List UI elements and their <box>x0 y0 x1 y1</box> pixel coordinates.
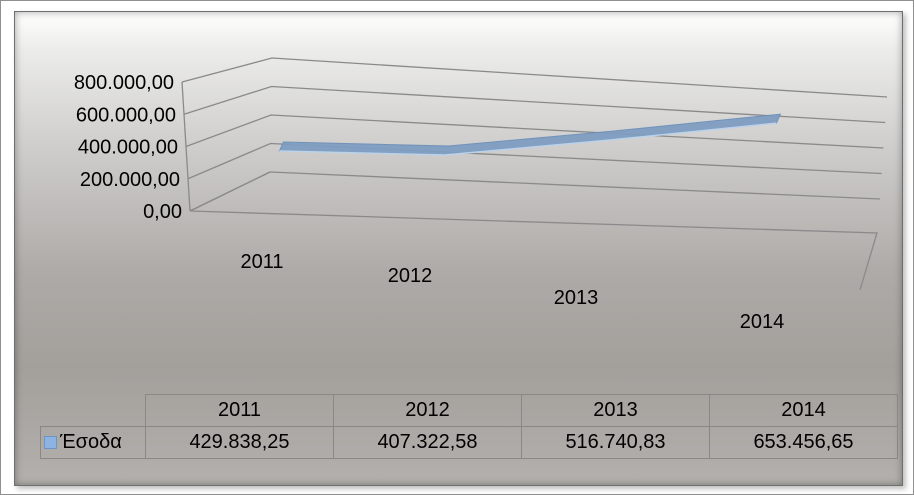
gridline <box>181 57 888 98</box>
legend-series-name: Έσοδα <box>60 431 122 453</box>
gridline <box>189 171 881 212</box>
data-table-header: 2012 <box>333 394 522 427</box>
gridlines <box>181 57 888 291</box>
y-tick-label: 600.000,00 <box>76 104 176 126</box>
data-table-value: 429.838,25 <box>145 426 334 459</box>
gridline <box>187 142 882 180</box>
gridline <box>183 85 886 124</box>
series-ribbon <box>278 113 782 156</box>
data-table-header: 2011 <box>145 394 334 427</box>
x-category-label: 2013 <box>554 287 599 309</box>
data-table-series-row: Έσοδα 429.838,25 407.322,58 516.740,83 6… <box>40 426 898 459</box>
gridline <box>185 114 884 149</box>
data-table-header: 2013 <box>521 394 710 427</box>
data-table-header-row: 2011 2012 2013 2014 <box>40 394 898 427</box>
y-axis-tick-labels: 0,00 200.000,00 400.000,00 600.000,00 800.00… <box>74 72 182 223</box>
y-tick-label: 0,00 <box>143 201 182 223</box>
floor-edge <box>189 210 878 291</box>
data-table-value: 653.456,65 <box>709 426 898 459</box>
data-table-header: 2014 <box>709 394 898 427</box>
y-tick-label: 400.000,00 <box>78 137 178 159</box>
data-table-value: 516.740,83 <box>521 426 710 459</box>
x-axis-category-labels: 2011 2012 2013 2014 <box>240 251 784 333</box>
y-tick-label: 800.000,00 <box>74 72 174 94</box>
data-table-value: 407.322,58 <box>333 426 522 459</box>
x-category-label: 2014 <box>740 311 785 333</box>
data-table: 2011 2012 2013 2014 Έσοδα 429.838,25 407… <box>40 394 898 459</box>
x-category-label: 2012 <box>388 265 433 287</box>
series-line-revenue <box>278 113 782 156</box>
legend-entry: Έσοδα <box>40 426 146 459</box>
x-category-label: 2011 <box>240 251 283 273</box>
legend-swatch-icon <box>44 436 57 449</box>
y-tick-label: 200.000,00 <box>80 169 180 191</box>
data-table-corner <box>40 394 146 427</box>
series-ribbon-highlight <box>279 122 777 156</box>
